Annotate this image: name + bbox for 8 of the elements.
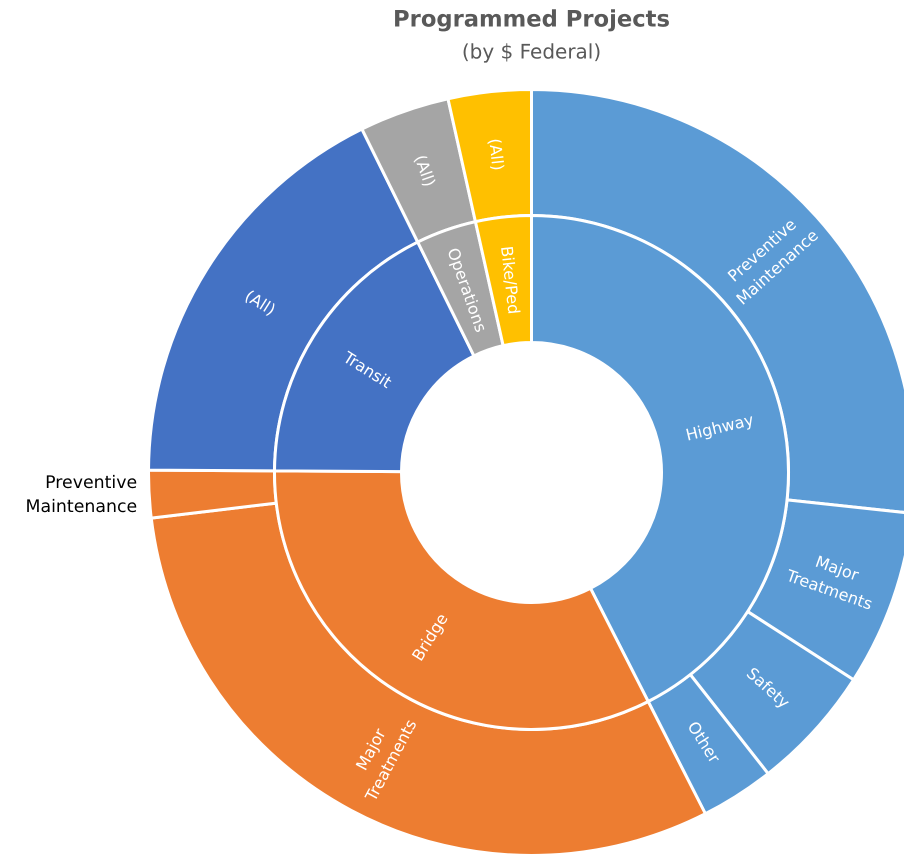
slice-label: (All): [485, 137, 508, 172]
text: Highway: [684, 410, 756, 445]
slice-label: (All): [410, 152, 440, 190]
chart-title: Programmed Projects: [393, 6, 670, 32]
slice-label: (All): [242, 286, 279, 320]
slice-label: Preventive Maintenance: [26, 472, 138, 517]
chart-subtitle: (by $ Federal): [462, 40, 602, 64]
text: Bike/Ped: [497, 245, 524, 316]
